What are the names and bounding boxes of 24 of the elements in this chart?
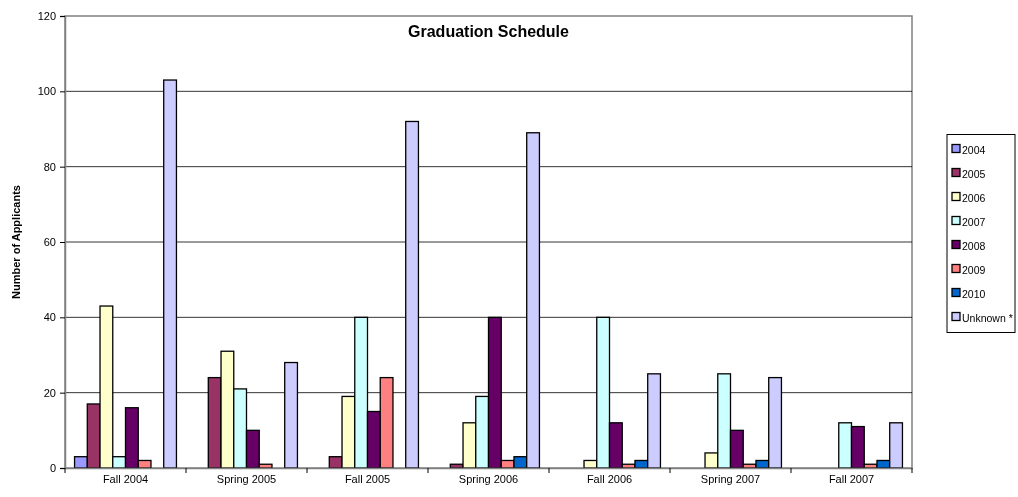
y-tick-label: 100 — [37, 85, 56, 98]
y-tick-label: 80 — [43, 160, 56, 173]
y-tick-label: 20 — [43, 386, 56, 399]
chart-title: Graduation Schedule — [408, 23, 570, 40]
legend-label: 2010 — [962, 287, 986, 300]
legend-label: 2009 — [962, 263, 986, 276]
x-tick-label: Fall 2004 — [102, 472, 149, 485]
legend-label: 2005 — [962, 167, 986, 180]
legend-label: 2007 — [962, 215, 986, 228]
y-tick-label: 0 — [49, 462, 56, 475]
x-tick-label: Spring 2006 — [458, 472, 519, 485]
y-tick-label: 120 — [37, 10, 56, 23]
x-tick-label: Spring 2005 — [216, 472, 277, 485]
legend-label: 2006 — [962, 191, 986, 204]
x-tick-label: Spring 2007 — [700, 472, 761, 485]
legend-label: 2008 — [962, 239, 986, 252]
y-tick-label: 40 — [43, 311, 56, 324]
x-tick-label: Fall 2007 — [828, 472, 875, 485]
x-tick-label: Fall 2006 — [586, 472, 633, 485]
legend-label: Unknown * — [962, 311, 1013, 324]
legend-label: 2004 — [962, 143, 986, 156]
y-tick-label: 60 — [43, 236, 56, 249]
y-axis-title: Number of Applicants — [10, 185, 22, 299]
x-tick-label: Fall 2005 — [344, 472, 391, 485]
